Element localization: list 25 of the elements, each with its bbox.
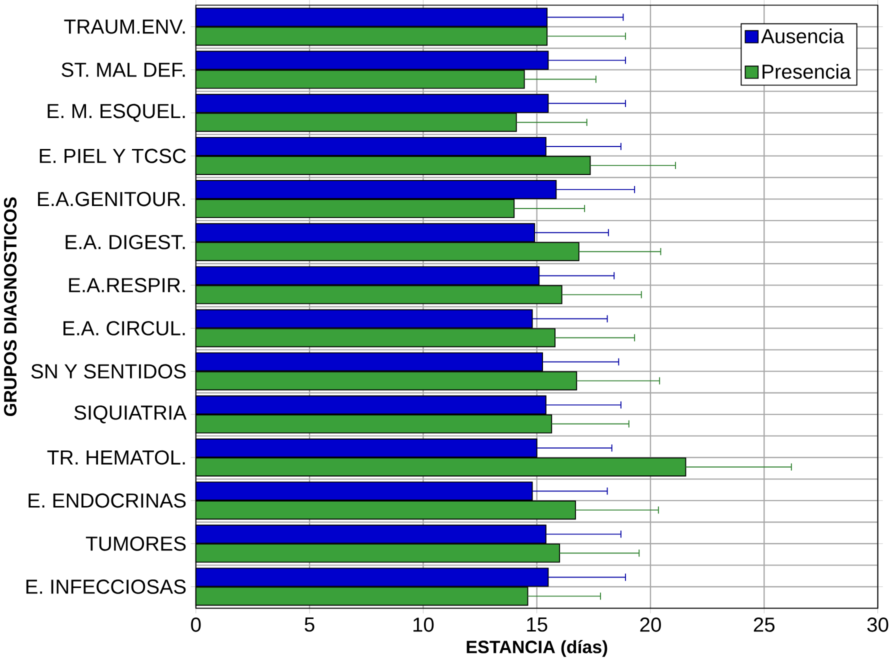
x-axis-title: ESTANCIA (días) (466, 640, 608, 657)
x-tick-label: 30 (867, 618, 888, 632)
x-tick-label: 10 (413, 618, 434, 632)
y-tick-label: TUMORES (86, 536, 186, 551)
y-tick-label: E.A. CIRCUL. (64, 321, 185, 336)
x-tick-label: 20 (640, 618, 661, 632)
y-tick-label: E. INFECCIOSAS (26, 580, 186, 594)
y-tick-label: E.A.GENITOUR. (38, 192, 185, 206)
legend-label: Ausencia (760, 28, 844, 44)
x-tick-label: 5 (304, 618, 314, 632)
y-tick-label: ST. MAL DEF. (62, 62, 185, 78)
y-axis-title: GRUPOS DIAGNOSTICOS (4, 197, 17, 416)
y-tick-label: E. M. ESQUEL. (48, 104, 185, 122)
legend-label: Presencia (762, 64, 851, 79)
x-tick-label: 0 (191, 618, 201, 632)
y-tick-label: E. ENDOCRINAS (28, 494, 186, 508)
x-tick-label: 25 (754, 618, 775, 632)
y-tick-label: SIQUIATRIA (74, 406, 187, 424)
x-tick-label: 15 (527, 618, 548, 632)
y-tick-label: TR. HEMATOL. (47, 450, 185, 465)
y-tick-label: E. PIEL Y TCSC (40, 148, 186, 164)
y-tick-label: E.A.RESPIR. (69, 278, 185, 292)
y-tick-label: TRAUM.ENV. (64, 20, 185, 34)
y-tick-label: SN Y SENTIDOS (31, 364, 186, 379)
y-tick-label: E.A. DIGEST. (66, 235, 185, 250)
